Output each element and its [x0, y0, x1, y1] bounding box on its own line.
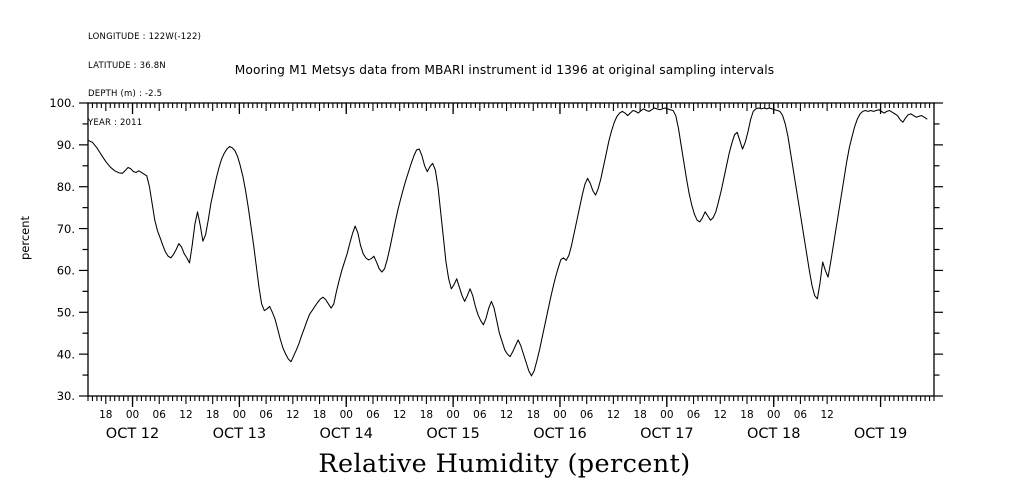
metadata-longitude: LONGITUDE : 122W(-122): [88, 32, 202, 42]
y-tick-label: 80.: [57, 180, 75, 194]
x-hour-label: 18: [206, 409, 219, 421]
y-tick-label: 40.: [57, 347, 75, 361]
x-day-label: OCT 15: [426, 426, 479, 442]
y-tick-label: 70.: [57, 222, 75, 236]
x-hour-label: 18: [633, 409, 646, 421]
x-day-label: OCT 12: [106, 426, 159, 442]
x-day-label: OCT 14: [320, 426, 373, 442]
x-hour-label: 00: [233, 409, 246, 421]
x-hour-label: 00: [340, 409, 353, 421]
x-hour-label: 12: [820, 409, 833, 421]
x-hour-label: 00: [553, 409, 566, 421]
x-hour-label: 18: [527, 409, 540, 421]
x-hour-label: 12: [179, 409, 192, 421]
x-day-label: OCT 16: [533, 426, 586, 442]
x-hour-label: 18: [99, 409, 112, 421]
x-hour-label: 12: [286, 409, 299, 421]
x-axis-ticks: [87, 103, 935, 407]
x-day-label: OCT 17: [640, 426, 693, 442]
x-hour-label: 18: [740, 409, 753, 421]
x-day-label: OCT 18: [747, 426, 800, 442]
x-axis-hour-labels: 18 00 06 12 18 00 06 12 18 00 06 12 18 00 06 12 18 00 06 12…: [99, 409, 834, 421]
x-axis-day-labels: OCT 12 OCT 13 OCT 14 OCT 15 OCT 16 OCT 17 OCT …: [106, 426, 908, 442]
x-hour-label: 12: [500, 409, 513, 421]
plot-frame: [87, 102, 935, 397]
y-tick-label: 100.: [49, 96, 75, 110]
x-hour-label: 06: [259, 409, 273, 421]
x-hour-label: 12: [607, 409, 620, 421]
y-tick-label: 90.: [57, 138, 75, 152]
x-axis-label: Relative Humidity (percent): [318, 449, 691, 479]
metadata-block: LONGITUDE : 122W(-122) LATITUDE : 36.8N …: [88, 14, 201, 138]
x-day-label: OCT 13: [213, 426, 266, 442]
x-hour-label: 06: [153, 409, 167, 421]
x-hour-label: 00: [126, 409, 139, 421]
x-hour-label: 00: [660, 409, 673, 421]
metadata-year: YEAR : 2011: [88, 117, 143, 128]
y-tick-label: 30.: [57, 389, 75, 403]
y-tick-label: 50.: [57, 305, 75, 319]
x-hour-label: 06: [473, 409, 487, 421]
x-hour-label: 18: [420, 409, 433, 421]
x-hour-label: 06: [794, 409, 808, 421]
metadata-latitude: LATITUDE : 36.8N: [88, 60, 166, 71]
humidity-data-line: [88, 107, 928, 377]
x-day-label: OCT 19: [854, 426, 907, 442]
x-hour-label: 06: [366, 409, 380, 421]
x-hour-label: 18: [313, 409, 326, 421]
chart-title: Mooring M1 Metsys data from MBARI instru…: [234, 63, 775, 77]
y-axis-tick-labels: 30. 40. 50. 60. 70. 80. 90. 100.: [49, 96, 75, 403]
metadata-depth: DEPTH (m) : -2.5: [88, 89, 163, 99]
x-hour-label: 12: [714, 409, 727, 421]
x-hour-label: 00: [446, 409, 459, 421]
x-hour-label: 06: [580, 409, 594, 421]
x-hour-label: 12: [393, 409, 406, 421]
y-tick-label: 60.: [57, 264, 75, 278]
x-hour-label: 06: [687, 409, 701, 421]
y-axis-ticks: [79, 102, 943, 397]
x-hour-label: 00: [767, 409, 780, 421]
